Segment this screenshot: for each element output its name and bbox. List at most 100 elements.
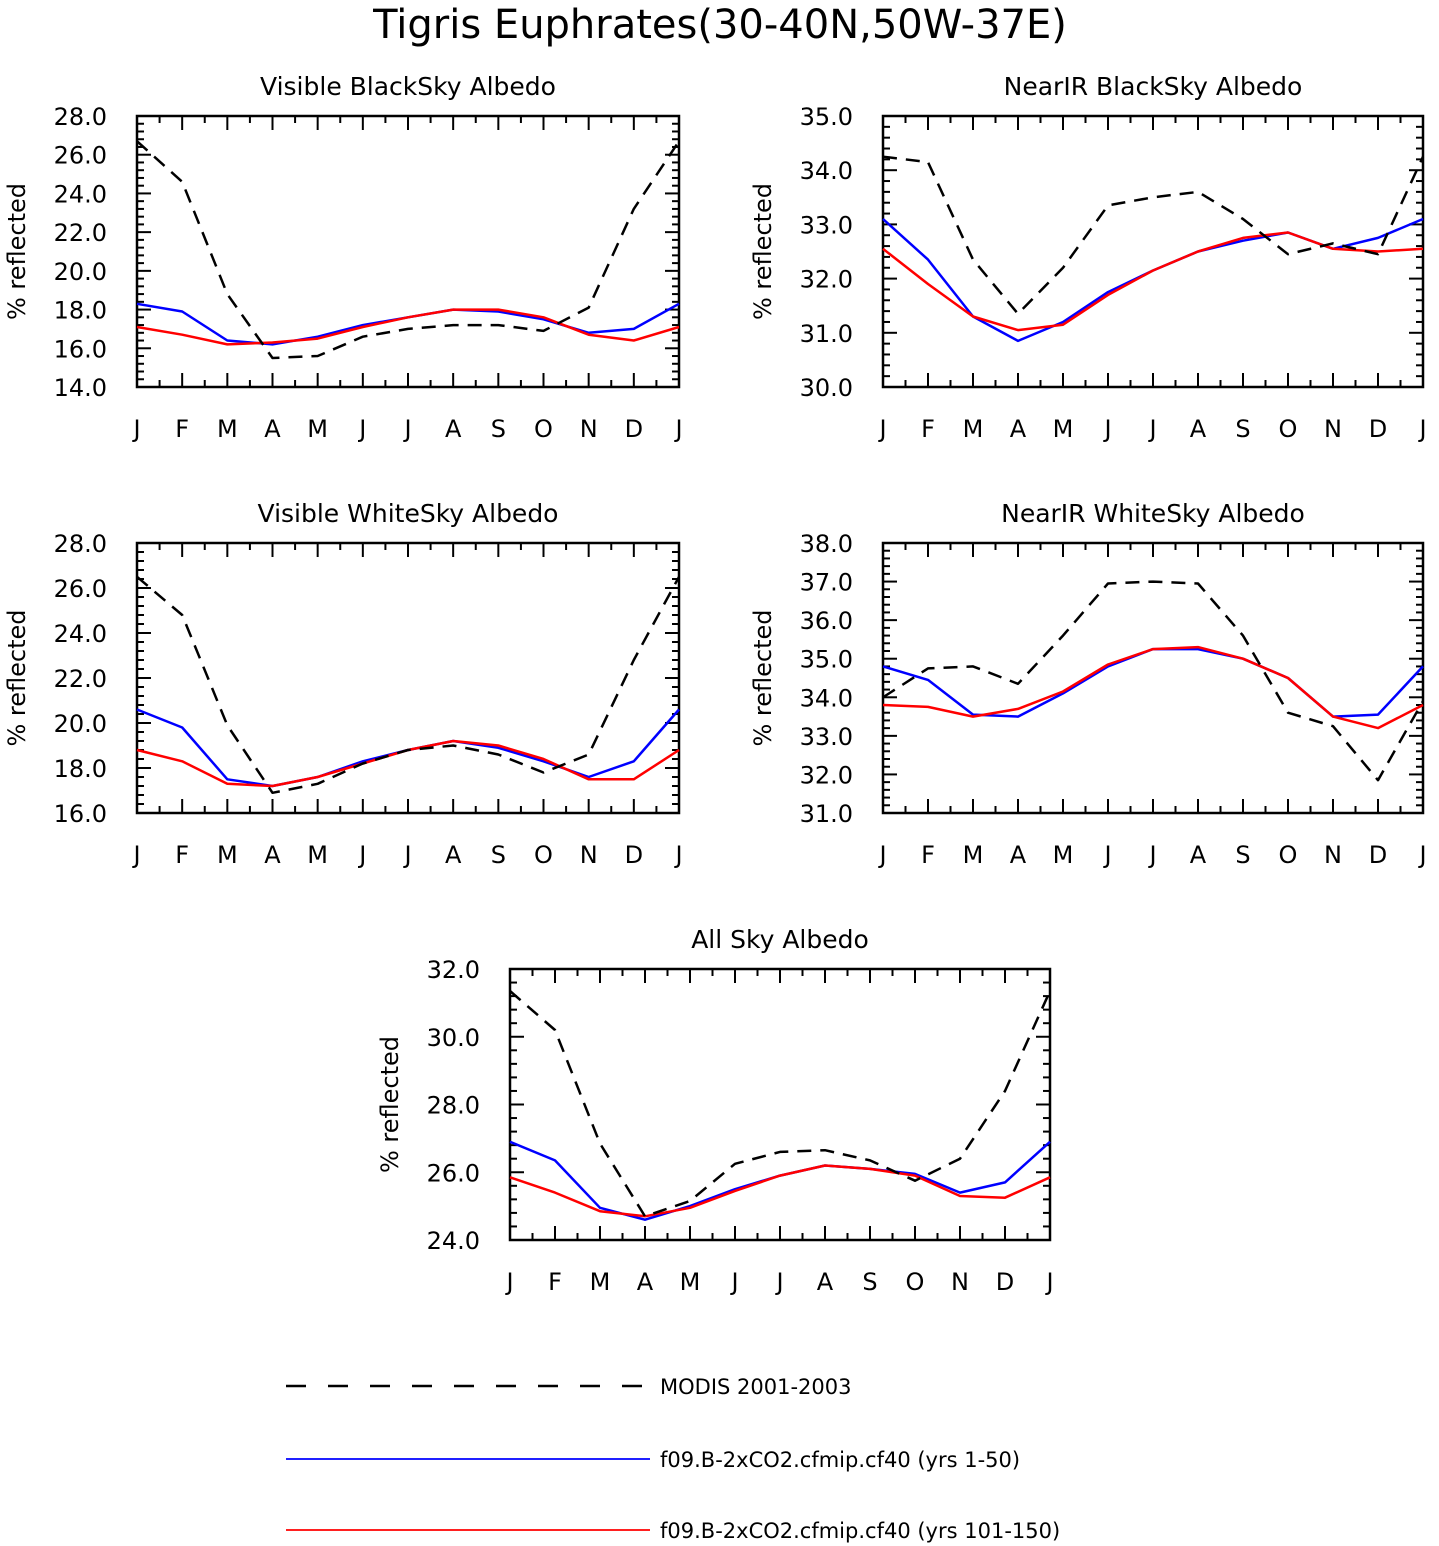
y-tick-label: 31.0 [800,320,853,348]
x-tick-label: J [131,415,140,443]
y-tick-label: 32.0 [800,761,853,789]
legend-label: f09.B-2xCO2.cfmip.cf40 (yrs 101-150) [660,1519,1060,1543]
series-line-modis [509,990,1052,1218]
x-tick-label: J [1147,415,1156,443]
x-tick-label: N [951,1268,969,1296]
x-tick-label: A [1190,415,1207,443]
y-tick-label: 26.0 [54,575,107,603]
x-tick-label: F [175,415,189,443]
y-axis-label: % reflected [3,609,31,746]
series-line-modis [882,155,1425,316]
panel-title: NearIR BlackSky Albedo [1004,72,1303,101]
x-tick-label: J [402,841,411,869]
x-tick-label: O [534,841,553,869]
x-tick-label: N [580,415,598,443]
panel-title: NearIR WhiteSky Albedo [1001,499,1305,528]
y-tick-label: 33.0 [800,723,853,751]
legend-entry-modis: MODIS 2001-2003 [286,1375,851,1399]
x-tick-label: D [1369,841,1387,869]
x-tick-label: J [774,1268,783,1296]
y-tick-label: 38.0 [800,530,853,558]
x-tick-label: D [1369,415,1387,443]
y-tick-label: 16.0 [54,335,107,363]
series-line-cf40_101_150 [882,645,1424,730]
x-tick-label: S [862,1268,877,1296]
y-tick-label: 32.0 [427,956,480,984]
y-tick-label: 18.0 [54,755,107,783]
y-tick-label: 34.0 [800,157,853,185]
plot-frame [135,541,681,815]
x-tick-label: J [1147,841,1156,869]
y-tick-label: 32.0 [800,266,853,294]
x-tick-label: D [625,415,643,443]
x-tick-label: J [1044,1268,1053,1296]
y-tick-label: 30.0 [800,374,853,402]
x-tick-label: J [729,1268,738,1296]
figure-title: Tigris Euphrates(30-40N,50W-37E) [372,2,1067,48]
y-tick-label: 26.0 [54,142,107,170]
y-tick-label: 24.0 [54,180,107,208]
y-tick-label: 16.0 [54,800,107,828]
panel-title: All Sky Albedo [691,925,869,954]
plot-frame [881,114,1425,389]
y-tick-label: 37.0 [800,569,853,597]
x-tick-label: J [504,1268,513,1296]
x-tick-label: F [921,415,935,443]
x-tick-label: A [1010,841,1027,869]
x-tick-label: M [217,841,238,869]
x-tick-label: O [534,415,553,443]
x-tick-label: F [548,1268,562,1296]
x-tick-label: J [131,841,140,869]
legend-entry-cf40_101_150: f09.B-2xCO2.cfmip.cf40 (yrs 101-150) [286,1519,1060,1543]
y-axis-label: % reflected [376,1036,404,1173]
x-tick-label: O [1279,841,1298,869]
x-tick-label: M [963,415,984,443]
x-tick-label: D [996,1268,1014,1296]
legend: MODIS 2001-2003 f09.B-2xCO2.cfmip.cf40 (y… [286,1375,1060,1543]
x-tick-label: N [1324,415,1342,443]
y-tick-label: 35.0 [800,103,853,131]
y-tick-label: 33.0 [800,211,853,239]
y-tick-label: 20.0 [54,258,107,286]
y-tick-label: 26.0 [427,1159,480,1187]
x-tick-label: J [357,841,366,869]
x-tick-label: M [307,841,328,869]
plot-frame [881,541,1425,815]
x-tick-label: J [673,841,682,869]
x-tick-label: A [264,841,281,869]
legend-label: MODIS 2001-2003 [660,1375,851,1399]
x-tick-label: J [1417,415,1426,443]
x-tick-label: M [963,841,984,869]
x-tick-label: S [491,841,506,869]
x-tick-label: S [1235,841,1250,869]
y-axis-label: % reflected [3,183,31,320]
y-tick-label: 30.0 [427,1024,480,1052]
x-tick-label: D [625,841,643,869]
x-tick-label: O [906,1268,925,1296]
x-tick-label: A [817,1268,834,1296]
y-tick-label: 18.0 [54,297,107,325]
x-tick-label: J [1102,841,1111,869]
y-tick-label: 20.0 [54,710,107,738]
series-line-cf40_101_150 [136,739,680,788]
panel-title: Visible BlackSky Albedo [260,72,556,101]
y-tick-label: 28.0 [54,103,107,131]
series-line-modis [136,575,681,795]
x-tick-label: O [1279,415,1298,443]
x-tick-label: J [673,415,682,443]
y-tick-label: 22.0 [54,665,107,693]
y-tick-label: 24.0 [54,620,107,648]
y-tick-label: 24.0 [427,1227,480,1255]
x-tick-label: M [217,415,238,443]
x-tick-label: M [1053,841,1074,869]
series-line-modis [882,580,1425,782]
series-line-cf40_101_150 [882,231,1424,332]
x-tick-label: J [877,415,886,443]
series-line-modis [136,140,681,360]
panel-title: Visible WhiteSky Albedo [258,499,559,528]
